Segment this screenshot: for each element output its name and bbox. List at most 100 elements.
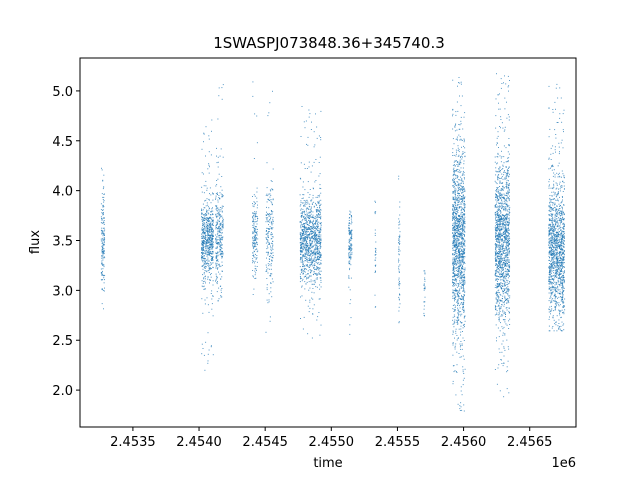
data-point — [313, 304, 315, 306]
data-point — [217, 201, 219, 203]
data-point — [315, 113, 316, 115]
data-point — [221, 264, 223, 266]
data-point — [453, 240, 455, 242]
data-point — [270, 263, 272, 265]
data-point — [315, 249, 317, 251]
data-point — [319, 253, 321, 255]
data-point — [311, 199, 313, 201]
data-point — [458, 165, 460, 167]
data-point — [254, 211, 256, 213]
data-point — [461, 237, 463, 239]
data-point — [457, 318, 459, 320]
data-point — [460, 322, 462, 324]
data-point — [460, 234, 461, 236]
data-point — [317, 201, 319, 203]
data-point — [460, 233, 462, 235]
data-point — [253, 224, 255, 226]
data-point — [271, 238, 273, 239]
data-point — [215, 195, 217, 197]
data-point — [458, 353, 460, 354]
data-point — [272, 257, 274, 259]
data-point — [254, 249, 256, 251]
data-point — [318, 298, 320, 300]
data-point — [456, 168, 458, 170]
data-point — [300, 232, 302, 234]
data-point — [268, 301, 270, 303]
data-point — [452, 204, 454, 206]
data-point — [205, 230, 207, 232]
data-point — [266, 287, 268, 289]
data-point — [499, 203, 500, 205]
data-point — [350, 277, 352, 279]
data-point — [504, 273, 506, 275]
data-point — [201, 235, 203, 237]
data-point — [348, 227, 350, 229]
data-point — [101, 271, 103, 273]
data-point — [256, 115, 258, 117]
data-point — [497, 187, 498, 189]
data-point — [312, 252, 314, 254]
data-point — [102, 206, 104, 208]
data-point — [219, 222, 221, 224]
data-point — [254, 216, 256, 218]
data-point — [271, 259, 273, 261]
data-point — [375, 265, 376, 267]
data-point — [313, 292, 315, 294]
data-point — [452, 223, 454, 225]
data-point — [210, 262, 211, 264]
data-point — [504, 129, 506, 131]
data-point — [462, 290, 464, 292]
data-point — [319, 212, 321, 214]
data-point — [457, 245, 459, 246]
data-point — [505, 323, 507, 325]
data-point — [315, 196, 317, 198]
data-point — [202, 254, 204, 255]
data-point — [216, 247, 218, 249]
data-point — [461, 308, 463, 310]
data-point — [210, 235, 212, 237]
data-point — [453, 304, 455, 306]
data-point — [100, 268, 102, 270]
data-point — [307, 333, 309, 335]
data-point — [423, 312, 425, 314]
data-point — [460, 237, 462, 239]
data-point — [459, 183, 461, 185]
data-point — [216, 259, 218, 261]
data-point — [217, 199, 219, 201]
data-point — [507, 254, 508, 256]
data-point — [496, 293, 498, 295]
data-point — [303, 226, 305, 228]
data-point — [309, 237, 311, 239]
data-point — [453, 272, 455, 274]
data-point — [306, 250, 308, 252]
data-point — [508, 302, 510, 304]
data-point — [306, 234, 308, 236]
data-point — [101, 274, 103, 276]
data-point — [254, 235, 256, 237]
data-point — [319, 252, 321, 254]
data-point — [464, 326, 465, 328]
data-point — [464, 196, 466, 198]
data-point — [203, 242, 205, 244]
data-point — [506, 238, 508, 240]
data-point — [503, 275, 505, 277]
data-point — [424, 272, 426, 274]
data-point — [316, 218, 318, 220]
data-point — [458, 247, 460, 249]
data-point — [456, 273, 458, 275]
data-point — [218, 95, 220, 97]
data-point — [457, 161, 459, 163]
data-point — [304, 237, 306, 239]
data-point — [203, 278, 205, 280]
data-point — [349, 267, 351, 269]
data-point — [254, 238, 256, 240]
data-point — [505, 307, 507, 309]
data-point — [462, 296, 464, 298]
data-point — [464, 235, 465, 236]
data-point — [455, 124, 456, 126]
data-point — [308, 109, 310, 111]
data-point — [256, 142, 258, 144]
data-point — [455, 332, 457, 334]
data-point — [217, 254, 219, 256]
data-point — [212, 193, 214, 195]
